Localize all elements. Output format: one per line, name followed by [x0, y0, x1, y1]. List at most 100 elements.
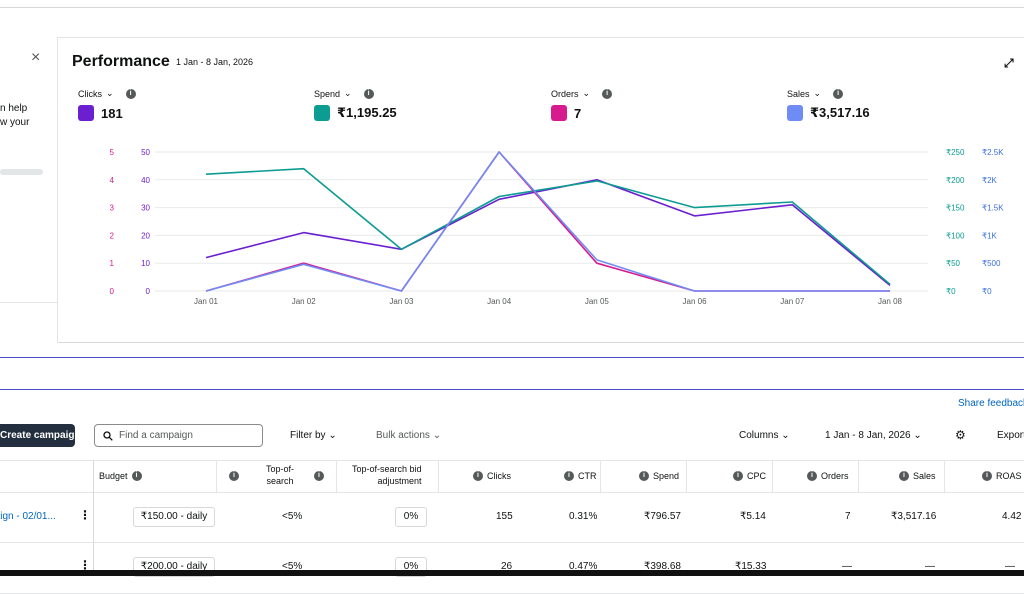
x-tick-label: Jan 06 [683, 297, 708, 306]
metric-orders: Orders ⌄ i 7 [551, 88, 613, 121]
th-budget[interactable]: Budget i [99, 471, 142, 481]
metric-sales-selector[interactable]: Sales ⌄ i [787, 88, 870, 99]
metric-orders-selector[interactable]: Orders ⌄ i [551, 88, 613, 99]
info-icon[interactable]: i [229, 471, 239, 481]
column-divider [600, 461, 601, 493]
columns-dropdown[interactable]: Columns ⌄ [739, 430, 790, 441]
th-orders[interactable]: i Orders [807, 471, 849, 481]
series-line-sales [205, 151, 890, 292]
info-icon[interactable]: i [125, 88, 136, 99]
th-cpc[interactable]: i CPC [733, 471, 766, 481]
x-tick-label: Jan 07 [780, 297, 805, 306]
sales-tick-label: ₹1K [982, 231, 998, 240]
th-sales[interactable]: i Sales [899, 471, 936, 481]
close-icon[interactable]: × [31, 49, 41, 66]
info-icon[interactable]: i [131, 471, 142, 481]
column-divider [93, 461, 94, 576]
sales-value: ₹3,517.16 [891, 511, 937, 522]
spend-tick-label: ₹100 [946, 231, 965, 240]
cpc-value: ₹15.33 [735, 561, 767, 572]
th-info[interactable]: i [229, 471, 239, 481]
column-divider [216, 461, 217, 493]
campaign-name-link[interactable]: Campaign - 02/01... [0, 511, 56, 522]
th-label: Clicks [487, 471, 511, 481]
metric-spend-selector[interactable]: Spend ⌄ i [314, 88, 397, 99]
more-options-icon[interactable]: ⋮ [79, 508, 91, 522]
metric-value: 181 [101, 105, 123, 121]
orders-tick-label: 4 [110, 176, 115, 185]
create-campaign-button[interactable]: Create campaign [0, 424, 75, 447]
clicks-tick-label: 20 [141, 231, 150, 240]
export-button[interactable]: Export [997, 430, 1024, 441]
info-icon[interactable]: i [639, 471, 649, 481]
info-icon[interactable]: i [982, 471, 992, 481]
metric-sales: Sales ⌄ i ₹3,517.16 [787, 88, 870, 121]
th-roas[interactable]: i ROAS [982, 471, 1022, 481]
spend-tick-label: ₹200 [946, 176, 965, 185]
chevron-down-icon: ⌄ [432, 430, 442, 441]
x-tick-label: Jan 02 [292, 297, 317, 306]
th-bid-adjustment[interactable]: Top-of-search bid adjustment [352, 464, 422, 486]
expand-icon[interactable]: ⤢ [1004, 56, 1014, 70]
clicks-value: 155 [496, 511, 513, 522]
more-options-icon[interactable]: ⋮ [79, 558, 91, 572]
spend-tick-label: ₹250 [946, 148, 965, 157]
chevron-down-icon: ⌄ [344, 88, 352, 98]
sales-tick-label: ₹0 [982, 287, 992, 296]
spend-tick-label: ₹150 [946, 204, 965, 213]
share-feedback-link[interactable]: Share feedback [958, 398, 1024, 409]
info-icon[interactable]: i [833, 88, 844, 99]
column-divider [686, 461, 687, 493]
th-label: Orders [821, 471, 849, 481]
chevron-down-icon: ⌄ [913, 430, 922, 441]
th-spend[interactable]: i Spend [639, 471, 679, 481]
date-range-dropdown[interactable]: 1 Jan - 8 Jan, 2026 ⌄ [825, 430, 922, 441]
chevron-down-icon: ⌄ [106, 88, 114, 98]
th-info[interactable]: i [314, 471, 324, 481]
info-icon[interactable]: i [314, 471, 324, 481]
side-panel-text-1: n help [0, 103, 28, 114]
x-tick-label: Jan 04 [487, 297, 512, 306]
orders-value: — [842, 561, 852, 572]
metric-clicks-selector[interactable]: Clicks ⌄ i [78, 88, 136, 99]
metric-swatch [78, 105, 94, 121]
metric-swatch [787, 105, 803, 121]
info-icon[interactable]: i [733, 471, 743, 481]
orders-tick-label: 2 [110, 231, 115, 240]
bid-adjustment-field[interactable]: 0% [395, 507, 427, 527]
column-divider [858, 461, 859, 493]
th-ctr[interactable]: i CTR [564, 471, 597, 481]
section-divider [0, 389, 1024, 390]
x-tick-label: Jan 05 [585, 297, 610, 306]
search-input[interactable]: Find a campaign [119, 430, 193, 441]
chevron-down-icon: ⌄ [582, 88, 591, 98]
metric-value: ₹1,195.25 [337, 105, 397, 120]
search-box[interactable]: Find a campaign [94, 424, 263, 447]
th-clicks[interactable]: i Clicks [473, 471, 511, 481]
bulk-actions-dropdown[interactable]: Bulk actions ⌄ [376, 430, 441, 441]
info-icon[interactable]: i [602, 88, 613, 99]
orders-value: 7 [845, 511, 851, 522]
info-icon[interactable]: i [363, 88, 374, 99]
cpc-value: ₹5.14 [740, 511, 766, 522]
th-label: Budget [99, 471, 128, 481]
metric-label: Spend [314, 88, 341, 99]
orders-tick-label: 0 [110, 287, 115, 296]
column-divider [772, 461, 773, 493]
performance-panel: Performance 1 Jan - 8 Jan, 2026 ⤢ Clicks… [58, 37, 1024, 343]
orders-tick-label: 5 [110, 148, 115, 157]
sales-tick-label: ₹1.5K [982, 204, 1004, 213]
gear-icon[interactable]: ⚙ [955, 428, 966, 442]
th-top-of-search[interactable]: Top-of-search [266, 464, 294, 486]
top-bar [0, 0, 1024, 8]
info-icon[interactable]: i [899, 471, 909, 481]
sales-tick-label: ₹2.5K [982, 148, 1004, 157]
th-label: search [266, 476, 294, 486]
performance-title: Performance [72, 53, 170, 70]
filter-by-dropdown[interactable]: Filter by ⌄ [290, 430, 337, 441]
info-icon[interactable]: i [473, 471, 483, 481]
budget-field[interactable]: ₹150.00 - daily [133, 507, 215, 527]
side-panel: × n help w your [0, 37, 58, 343]
info-icon[interactable]: i [807, 471, 817, 481]
info-icon[interactable]: i [564, 471, 574, 481]
